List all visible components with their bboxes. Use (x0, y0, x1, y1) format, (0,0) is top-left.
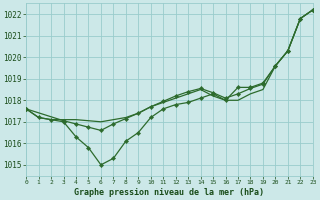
X-axis label: Graphe pression niveau de la mer (hPa): Graphe pression niveau de la mer (hPa) (75, 188, 264, 197)
